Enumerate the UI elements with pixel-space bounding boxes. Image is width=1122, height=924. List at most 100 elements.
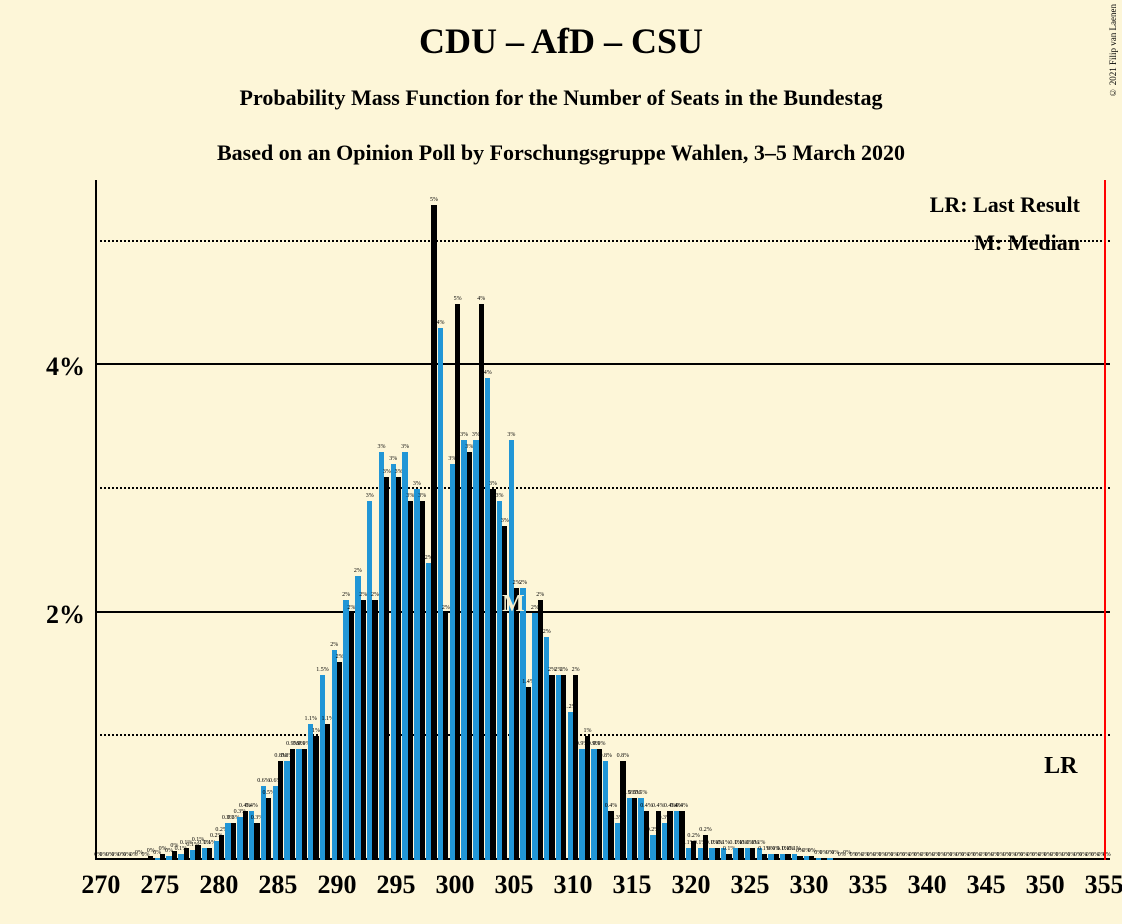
- bar-black: [774, 854, 779, 860]
- y-axis-tick-label: 2%: [10, 600, 85, 630]
- bar-black: [313, 736, 318, 860]
- bar-black: [821, 858, 826, 860]
- bar-black: [455, 304, 460, 860]
- gridline-minor: [95, 487, 1110, 489]
- bar-black: [254, 823, 259, 860]
- bar-black: [243, 811, 248, 860]
- gridline-major: [95, 363, 1110, 365]
- bar-black: [726, 854, 731, 860]
- gridline-major: [95, 611, 1110, 613]
- bar-black: [667, 811, 672, 860]
- lr-vertical-line: [1104, 180, 1106, 860]
- bar-black: [431, 205, 436, 860]
- bar-label-blue: 2%: [330, 642, 338, 648]
- bar-black: [408, 501, 413, 860]
- bar-black: [785, 854, 790, 860]
- bar-black: [538, 600, 543, 860]
- bar-label-blue: 3%: [460, 432, 468, 438]
- bar-black: [278, 761, 283, 860]
- bar-label-blue: 3%: [389, 456, 397, 462]
- bar-label-black: 5%: [454, 296, 462, 302]
- bar-label-black: 3%: [395, 469, 403, 475]
- legend-lr: LR: Last Result: [930, 192, 1080, 218]
- bar-black: [172, 851, 177, 860]
- bar-label-blue: 2%: [342, 592, 350, 598]
- bar-black: [797, 856, 802, 860]
- bar-black: [561, 675, 566, 860]
- bar-label-black: 1%: [583, 728, 591, 734]
- bar-black: [195, 845, 200, 860]
- bar-label-blue: 2%: [543, 629, 551, 635]
- x-axis-tick-label: 350: [1015, 870, 1075, 900]
- x-axis-tick-label: 325: [720, 870, 780, 900]
- bar-black: [738, 848, 743, 860]
- chart-container: CDU – AfD – CSUProbability Mass Function…: [0, 0, 1122, 924]
- y-axis-line: [95, 180, 97, 860]
- x-axis-tick-label: 270: [71, 870, 131, 900]
- bar-black: [549, 675, 554, 860]
- bar-black: [644, 811, 649, 860]
- bar-label-black: 4%: [477, 296, 485, 302]
- x-axis-tick-label: 345: [956, 870, 1016, 900]
- bar-label-black: 0.8%: [617, 753, 630, 759]
- bar-label-blue: 2%: [519, 580, 527, 586]
- x-axis-tick-label: 330: [779, 870, 839, 900]
- bar-black: [479, 304, 484, 860]
- bar-label-blue: 0.4%: [245, 803, 258, 809]
- bar-label-black: 0.2%: [699, 827, 712, 833]
- bar-black: [597, 749, 602, 860]
- x-axis-tick-label: 285: [248, 870, 308, 900]
- bar-label-black: 1%: [312, 728, 320, 734]
- bar-label-blue: 3%: [496, 493, 504, 499]
- x-axis-tick-label: 315: [602, 870, 662, 900]
- x-axis-tick-label: 335: [838, 870, 898, 900]
- bar-black: [632, 798, 637, 860]
- x-axis-tick-label: 300: [425, 870, 485, 900]
- bar-label-blue: 0.6%: [257, 778, 270, 784]
- bar-label-blue: 0.1%: [753, 840, 766, 846]
- x-axis-tick-label: 275: [130, 870, 190, 900]
- bar-label-blue: 2%: [354, 568, 362, 574]
- bar-black: [443, 613, 448, 860]
- bar-black: [184, 848, 189, 860]
- bar-label-black: 3%: [465, 444, 473, 450]
- y-axis-tick-label: 4%: [10, 352, 85, 382]
- chart-subtitle-1: Probability Mass Function for the Number…: [0, 85, 1122, 111]
- bar-label-black: 0.4%: [640, 803, 653, 809]
- bar-black: [679, 811, 684, 860]
- bar-label-black: 0.4%: [605, 803, 618, 809]
- bar-black: [514, 588, 519, 860]
- bar-black: [467, 452, 472, 860]
- bar-label-black: 3%: [406, 493, 414, 499]
- chart-subtitle-2: Based on an Opinion Poll by Forschungsgr…: [0, 140, 1122, 166]
- x-axis-tick-label: 295: [366, 870, 426, 900]
- x-axis-tick-label: 305: [484, 870, 544, 900]
- bar-black: [502, 526, 507, 860]
- x-axis-tick-label: 290: [307, 870, 367, 900]
- bar-label-black: 2%: [442, 605, 450, 611]
- bar-label-blue: 1.5%: [316, 667, 329, 673]
- lr-marker: LR: [1044, 753, 1077, 780]
- bar-label-black: 0.4%: [676, 803, 689, 809]
- bar-black: [290, 749, 295, 860]
- bar-label-black: 2%: [359, 592, 367, 598]
- bar-label-blue: 4%: [437, 320, 445, 326]
- bar-label-blue: 0.1%: [718, 840, 731, 846]
- bar-black: [231, 823, 236, 860]
- bar-label-black: 3%: [501, 518, 509, 524]
- bar-black: [809, 856, 814, 860]
- bar-label-blue: 0.8%: [599, 753, 612, 759]
- bar-black: [337, 662, 342, 860]
- copyright-text: © 2021 Filip van Laenen: [1108, 4, 1118, 97]
- bar-black: [750, 848, 755, 860]
- x-axis-tick-label: 355: [1074, 870, 1122, 900]
- bar-label-black: 2%: [536, 592, 544, 598]
- x-axis-tick-label: 310: [543, 870, 603, 900]
- bar-label-blue: 4%: [484, 370, 492, 376]
- bar-black: [361, 600, 366, 860]
- bar-black: [349, 613, 354, 860]
- bar-label-black: 3%: [418, 493, 426, 499]
- plot-area: 0%0%0%0%0%0%0%0%0%0%0%0%0%0%0.1%0.1%0.1%…: [95, 180, 1110, 860]
- median-marker: M: [502, 591, 525, 618]
- x-axis-tick-label: 340: [897, 870, 957, 900]
